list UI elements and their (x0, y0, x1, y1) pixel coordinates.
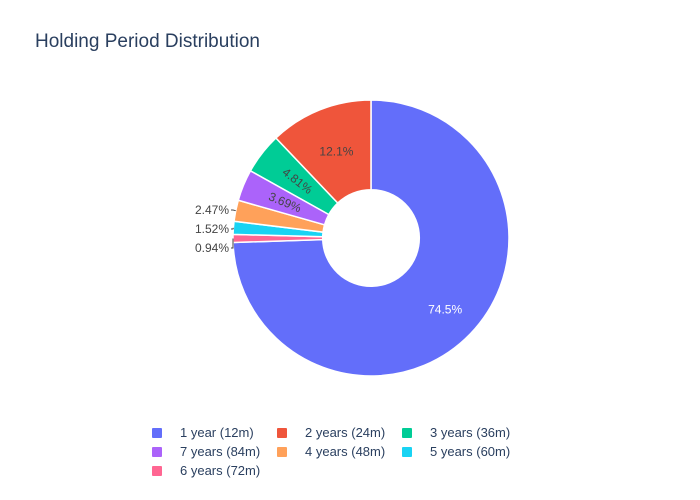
legend-swatch-6 (152, 465, 162, 476)
legend-item-2[interactable]: 3 years (36m) (402, 425, 510, 440)
legend-item-1[interactable]: 2 years (24m) (277, 425, 385, 440)
legend-label-1: 2 years (24m) (305, 425, 386, 440)
pie-slice-6[interactable] (274, 99, 372, 205)
legend-label-6: 6 years (72m) (180, 463, 261, 478)
pie-label-connector-3 (231, 209, 236, 212)
legend-label-0: 1 year (12m) (180, 425, 254, 440)
legend-swatch-3 (152, 446, 162, 457)
pie-slice-label-6: 12.1% (319, 144, 353, 158)
legend-label-3: 7 years (84m) (180, 444, 261, 459)
legend-item-0[interactable]: 1 year (12m) (152, 425, 254, 440)
pie-slice-0[interactable] (232, 99, 510, 377)
chart-title: Holding Period Distribution (35, 31, 260, 52)
legend-item-5[interactable]: 5 years (60m) (402, 444, 510, 459)
legend-swatch-4 (277, 446, 287, 457)
legend-label-5: 5 years (60m) (430, 444, 511, 459)
pie-slices (232, 99, 510, 377)
legend-swatch-0 (152, 427, 162, 438)
legend-item-6[interactable]: 6 years (72m) (152, 463, 260, 478)
pie-slice-label-0: 74.5% (428, 303, 462, 317)
pie-label-connector-1 (231, 238, 234, 249)
legend-label-2: 3 years (36m) (430, 425, 511, 440)
pie-label-connector-2 (231, 227, 234, 230)
legend-item-3[interactable]: 7 years (84m) (152, 444, 260, 459)
pie-slice-label-2: 1.52% (195, 222, 229, 236)
legend-swatch-5 (402, 446, 412, 457)
legend-item-4[interactable]: 4 years (48m) (277, 444, 385, 459)
legend-label-4: 4 years (48m) (305, 444, 386, 459)
pie-slice-label-1: 0.94% (195, 241, 229, 255)
pie-slice-label-3: 2.47% (195, 203, 229, 217)
legend-swatch-1 (277, 427, 287, 438)
legend-swatch-2 (402, 427, 412, 438)
